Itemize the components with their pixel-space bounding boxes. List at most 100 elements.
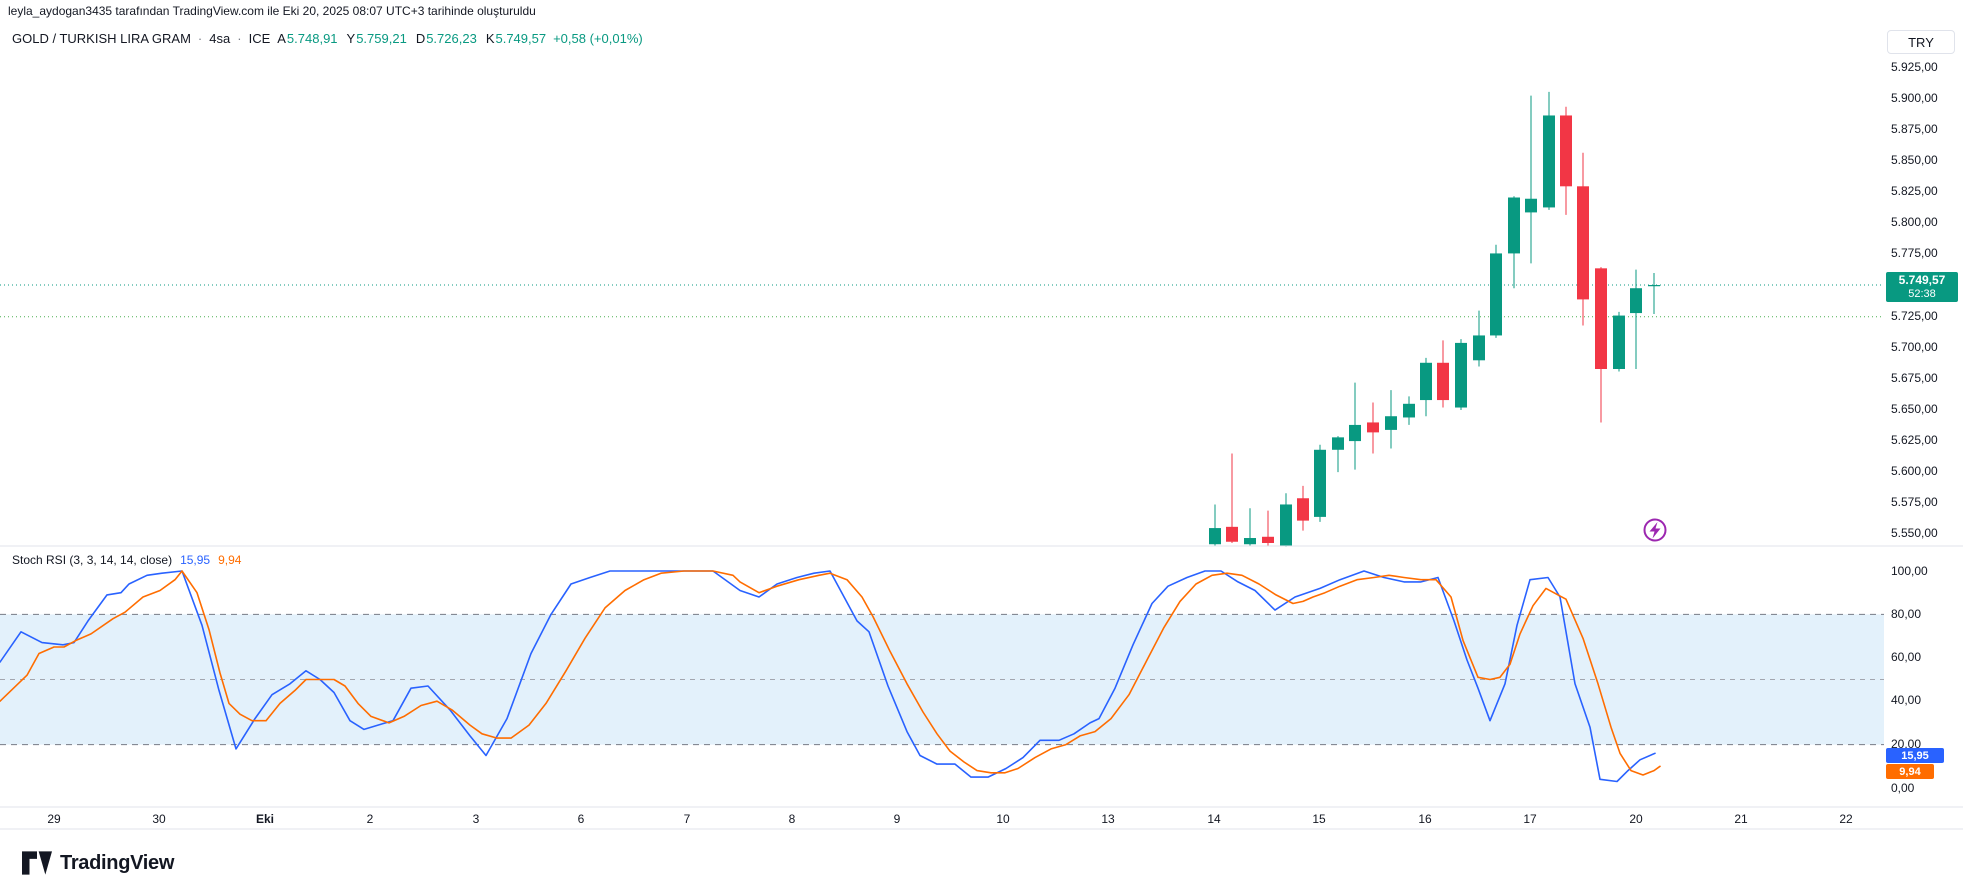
candle-body	[1209, 528, 1221, 545]
indicator-axis-label: 60,00	[1891, 650, 1922, 664]
candle-body	[1420, 362, 1432, 401]
price-axis-label: 5.575,00	[1891, 495, 1938, 509]
candle-body	[1543, 115, 1555, 208]
candle-body	[1244, 538, 1256, 545]
price-axis-label: 5.600,00	[1891, 464, 1938, 478]
lightning-bolt-glyph	[1649, 522, 1661, 539]
time-axis-label: 14	[1207, 812, 1221, 826]
candle-body	[1577, 186, 1589, 300]
candle-body	[1648, 285, 1660, 287]
candle-body	[1262, 536, 1274, 543]
indicator-axis-label: 20,00	[1891, 737, 1922, 751]
tradingview-logo-text: TradingView	[60, 851, 175, 874]
last-price-value: 5.749,57	[1898, 273, 1946, 287]
ohlc-value: 5.726,23	[426, 31, 477, 46]
candle-body	[1560, 115, 1572, 187]
price-axis-label: 5.800,00	[1891, 215, 1938, 229]
price-axis-label: 5.550,00	[1891, 526, 1938, 540]
time-axis-label: Eki	[255, 812, 275, 826]
ohlc-letter: K	[485, 31, 495, 46]
stoch-k-line	[0, 570, 1656, 783]
ohlc-values: A 5.748,91 Y 5.759,21 D 5.726,23 K 5.749,57	[277, 31, 546, 46]
time-axis-label: 3	[472, 812, 480, 826]
candle-body	[1314, 449, 1326, 517]
candle-body	[1403, 403, 1415, 418]
time-axis-label: 17	[1523, 812, 1537, 826]
exchange-label: ICE	[248, 31, 271, 46]
time-axis-label: 8	[788, 812, 796, 826]
ohlc-value: 5.749,57	[495, 31, 547, 46]
candle-body	[1280, 504, 1292, 546]
indicator-axis-label: 40,00	[1891, 693, 1922, 707]
tradingview-logo-icon	[22, 851, 52, 875]
indicator-axis-label: 0,00	[1891, 781, 1915, 795]
price-axis-label: 5.700,00	[1891, 340, 1938, 354]
time-axis-label: 9	[893, 812, 901, 826]
time-axis-label: 20	[1629, 812, 1643, 826]
candle-body	[1385, 416, 1397, 430]
price-axis-label: 5.925,00	[1891, 60, 1938, 74]
price-axis-label: 5.725,00	[1891, 309, 1938, 323]
ohlc-item: Y 5.759,21	[347, 31, 407, 46]
candle-body	[1349, 424, 1361, 442]
time-axis-label: 29	[47, 812, 61, 826]
candle-body	[1595, 268, 1607, 370]
time-axis-label: 16	[1418, 812, 1432, 826]
last-price-tag: 5.749,57 52:38	[1886, 272, 1958, 302]
separator-dot: ·	[237, 31, 242, 46]
ohlc-value: 5.759,21	[356, 31, 407, 46]
time-axis-label: 21	[1734, 812, 1748, 826]
symbol-title[interactable]: GOLD / TURKISH LIRA GRAM	[12, 31, 191, 46]
bar-countdown: 52:38	[1908, 288, 1936, 300]
candle-body	[1455, 342, 1467, 408]
time-axis-label: 7	[683, 812, 691, 826]
price-axis-label: 5.625,00	[1891, 433, 1938, 447]
stoch-k-value: 15,95	[180, 553, 211, 567]
price-axis-label: 5.825,00	[1891, 184, 1938, 198]
ohlc-item: D 5.726,23	[416, 31, 477, 46]
price-axis-label: 5.650,00	[1891, 402, 1938, 416]
stoch-d-line	[0, 570, 1661, 776]
time-axis-label: 2	[366, 812, 374, 826]
interval-label[interactable]: 4sa	[209, 31, 231, 46]
candle-body	[1367, 422, 1379, 433]
ohlc-letter: Y	[346, 31, 356, 46]
indicator-axis-label: 100,00	[1891, 564, 1928, 578]
candle-body	[1508, 197, 1520, 254]
indicator-legend[interactable]: Stoch RSI (3, 3, 14, 14, close) 15,95 9,…	[12, 553, 241, 567]
change-label: +0,58 (+0,01%)	[553, 31, 643, 46]
price-axis-label: 5.875,00	[1891, 122, 1938, 136]
currency-toggle-button[interactable]: TRY	[1887, 30, 1955, 54]
stoch-d-tag: 9,94	[1886, 764, 1934, 779]
time-axis-label: 10	[996, 812, 1010, 826]
ohlc-item: A 5.748,91	[277, 31, 337, 46]
candle-body	[1473, 335, 1485, 361]
time-axis-label: 13	[1101, 812, 1115, 826]
candle-body	[1490, 253, 1502, 336]
candle-body	[1525, 198, 1537, 213]
time-axis-label: 15	[1312, 812, 1326, 826]
stoch-d-value: 9,94	[218, 553, 242, 567]
indicator-title[interactable]: Stoch RSI (3, 3, 14, 14, close)	[12, 553, 173, 567]
price-axis-label: 5.675,00	[1891, 371, 1938, 385]
candle-body	[1613, 315, 1625, 370]
candle-body	[1332, 437, 1344, 450]
indicator-axis-label: 80,00	[1891, 607, 1922, 621]
price-axis-label: 5.850,00	[1891, 153, 1938, 167]
separator-dot: ·	[197, 31, 203, 46]
ohlc-value: 5.748,91	[286, 31, 338, 46]
time-axis-label: 30	[152, 812, 166, 826]
candle-body	[1630, 288, 1642, 314]
ohlc-item: K 5.749,57	[486, 31, 546, 46]
ohlc-letter: A	[277, 31, 286, 46]
symbol-legend[interactable]: GOLD / TURKISH LIRA GRAM · 4sa · ICE A 5.…	[12, 31, 643, 46]
ohlc-letter: D	[415, 31, 426, 46]
candle-body	[1297, 498, 1309, 521]
candle-body	[1226, 526, 1238, 542]
price-axis-label: 5.775,00	[1891, 246, 1938, 260]
stoch-k-tag: 15,95	[1886, 748, 1944, 763]
attribution-text: leyla_aydogan3435 tarafından TradingView…	[8, 4, 536, 18]
tradingview-logo[interactable]: TradingView	[22, 850, 174, 876]
